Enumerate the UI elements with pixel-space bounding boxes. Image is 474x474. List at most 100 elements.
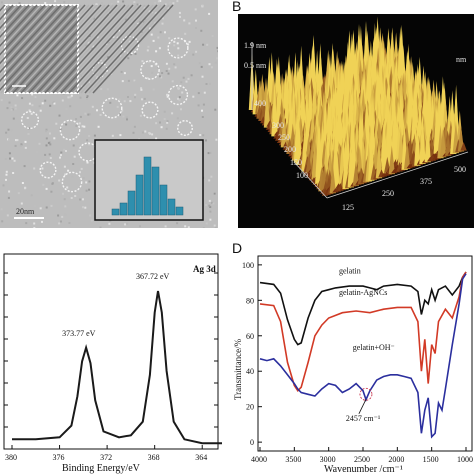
tem-grain-dot — [208, 199, 211, 202]
tem-grain-dot — [200, 65, 203, 68]
tem-grain-dot — [69, 96, 72, 99]
tem-grain-dot — [86, 42, 89, 45]
fringe-line — [0, 4, 50, 61]
tem-grain-dot — [44, 153, 47, 156]
ftir-panel: D 4000 3500 3000 2500 2000 1500 1000 0 20 40 60 80… — [232, 240, 474, 474]
fringe-line — [72, 4, 154, 94]
ftir-x-tick-label: 4000 — [251, 455, 267, 464]
tem-grain-dot — [28, 102, 31, 105]
tem-grain-dot — [13, 159, 16, 162]
ftir-series-label-gelatin: gelatin — [339, 267, 361, 276]
tem-grain-dot — [148, 10, 151, 13]
tem-grain-dot — [123, 49, 126, 52]
tem-grain-dot — [134, 96, 136, 99]
tem-grain-dot — [197, 92, 200, 95]
tem-grain-dot — [140, 87, 143, 90]
tem-grain-dot — [143, 97, 146, 100]
tem-grain-dot — [123, 72, 126, 75]
xps-panel: 380 376 372 368 364 Ag 3d 373.77 eV 367.72 e… — [0, 240, 222, 474]
afm-corner-tick: nm — [456, 55, 467, 64]
tem-grain-dot — [125, 116, 128, 119]
fringe-line — [0, 4, 82, 94]
tem-grain-dot — [215, 138, 218, 141]
tem-grain-dot — [208, 204, 211, 207]
tem-grain-dot — [213, 192, 216, 195]
tem-grain-dot — [44, 2, 47, 5]
fringe-line — [48, 4, 130, 94]
ftir-x-tick-label: 1000 — [457, 455, 473, 464]
ftir-y-axis-label: Transmittance/% — [233, 338, 243, 400]
tem-grain-dot — [44, 99, 47, 102]
tem-grain-dot — [169, 42, 172, 45]
tem-grain-dot — [65, 123, 68, 126]
fringe-line — [32, 4, 114, 94]
afm-y-tick: 200 — [284, 145, 296, 154]
afm-y-tick: 400 — [254, 99, 266, 108]
histogram-bar — [135, 174, 144, 216]
tem-grain-dot — [86, 96, 88, 99]
tem-grain-dot — [192, 95, 195, 98]
tem-grain-dot — [50, 204, 53, 207]
tem-grain-dot — [8, 190, 11, 193]
nanocluster-particle — [120, 35, 140, 55]
tem-grain-dot — [121, 80, 124, 83]
tem-grain-dot — [69, 105, 72, 108]
nanocluster-particle — [101, 97, 123, 119]
tem-grain-dot — [133, 125, 136, 128]
tem-grain-dot — [157, 0, 160, 3]
tem-grain-dot — [41, 102, 44, 105]
fringe-line — [0, 4, 42, 52]
tem-grain-dot — [210, 66, 213, 69]
tem-grain-dot — [88, 135, 91, 137]
tem-grain-dot — [54, 0, 57, 3]
nanocluster-particle — [141, 101, 159, 119]
histogram-bar — [167, 198, 176, 216]
ftir-series-label-oh: gelatin+OH⁻ — [353, 343, 395, 352]
tem-grain-dot — [97, 62, 100, 65]
ftir-x-tick-label: 2500 — [354, 455, 370, 464]
tem-grain-dot — [159, 121, 161, 124]
tem-grain-dot — [95, 46, 97, 49]
tem-grain-dot — [45, 144, 48, 147]
ftir-y-tick-label: 0 — [250, 438, 254, 447]
tem-grain-dot — [53, 137, 56, 140]
afm-peak — [404, 140, 411, 169]
tem-grain-dot — [38, 142, 41, 145]
tem-grain-dot — [166, 121, 169, 124]
fringe-line — [0, 4, 34, 43]
fringe-line — [88, 4, 170, 94]
tem-grain-dot — [209, 151, 212, 154]
ftir-y-ticks: 0 20 40 60 80 100 — [242, 261, 262, 447]
nanocluster-particle — [61, 171, 83, 193]
tem-grain-dot — [166, 93, 169, 96]
tem-grain-dot — [63, 198, 66, 201]
tem-grain-dot — [47, 142, 50, 144]
tem-grain-dot — [45, 187, 48, 190]
fringe-line — [68, 4, 150, 94]
tem-grain-dot — [157, 36, 160, 39]
tem-grain-dot — [65, 150, 67, 152]
tem-grain-dot — [214, 226, 217, 228]
tem-grain-dot — [208, 63, 211, 66]
tem-grain-dot — [2, 30, 5, 33]
xps-x-tick-label: 376 — [53, 453, 65, 462]
tem-grain-dot — [187, 43, 190, 46]
ftir-x-tick-label: 1500 — [423, 455, 439, 464]
tem-grain-dot — [161, 72, 164, 74]
tem-grain-dot — [187, 77, 190, 80]
tem-grain-dot — [201, 116, 204, 118]
xps-x-tick-label: 372 — [100, 453, 112, 462]
tem-grain-dot — [144, 18, 147, 21]
tem-grain-dot — [134, 93, 137, 96]
tem-grain-dot — [206, 43, 209, 46]
fringe-line — [52, 4, 134, 94]
tem-grain-dot — [179, 15, 181, 18]
ftir-series-lines — [259, 271, 467, 439]
tem-grain-dot — [93, 134, 96, 137]
xps-x-ticks: 380 376 372 368 364 — [5, 445, 207, 462]
tem-grain-dot — [160, 76, 163, 79]
histogram-bar — [151, 166, 160, 216]
hrtem-inset — [0, 4, 174, 94]
tem-grain-dot — [142, 21, 145, 24]
panel-label-b: B — [232, 0, 242, 14]
